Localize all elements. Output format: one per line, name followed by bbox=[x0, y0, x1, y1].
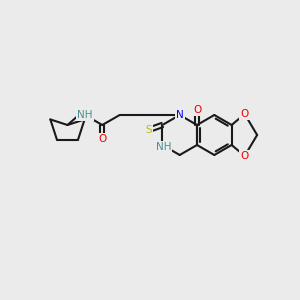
Text: S: S bbox=[145, 125, 152, 135]
Text: N: N bbox=[176, 110, 184, 120]
Text: NH: NH bbox=[77, 110, 93, 120]
Text: O: O bbox=[241, 151, 249, 161]
Text: NH: NH bbox=[156, 142, 171, 152]
Text: O: O bbox=[193, 105, 201, 115]
Text: O: O bbox=[98, 134, 106, 144]
Text: O: O bbox=[241, 109, 249, 119]
